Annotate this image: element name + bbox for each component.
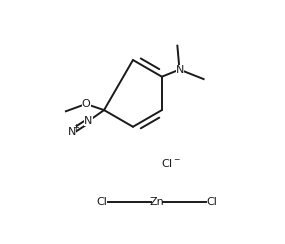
Text: Cl$^-$: Cl$^-$ xyxy=(161,157,181,169)
Text: +: + xyxy=(72,123,79,132)
Text: Cl: Cl xyxy=(97,197,107,207)
Text: N: N xyxy=(176,65,184,75)
Text: Cl: Cl xyxy=(206,197,217,207)
Text: Zn: Zn xyxy=(149,197,164,207)
Text: O: O xyxy=(82,99,91,109)
Text: N: N xyxy=(68,127,76,137)
Text: N: N xyxy=(84,116,93,126)
